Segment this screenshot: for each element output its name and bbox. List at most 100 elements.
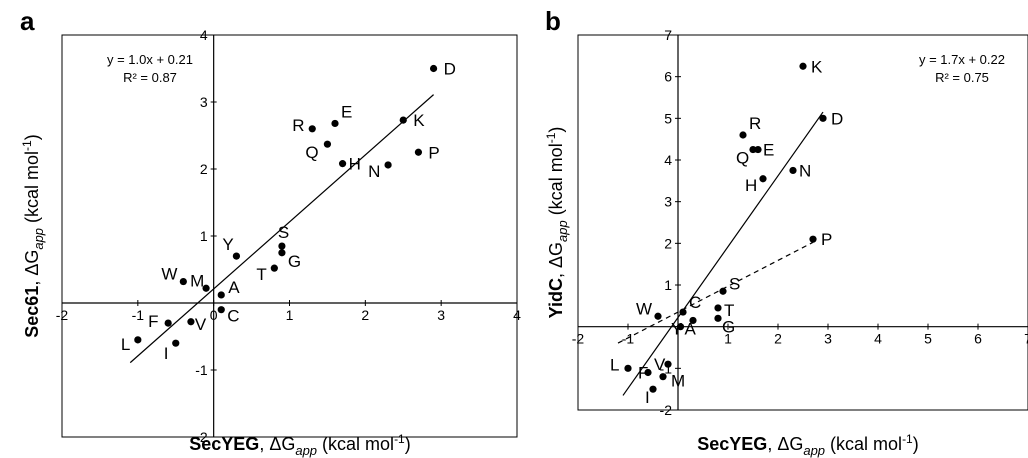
y-tick-label: -2 bbox=[195, 429, 208, 445]
data-point-K bbox=[399, 116, 407, 124]
fit-equation: y = 1.0x + 0.21 bbox=[107, 52, 193, 67]
data-point-A bbox=[676, 323, 685, 331]
data-point-L bbox=[624, 364, 632, 372]
point-label-E: E bbox=[763, 141, 774, 160]
point-label-G: G bbox=[288, 252, 301, 271]
data-point-V bbox=[187, 318, 195, 326]
point-label-W: W bbox=[636, 299, 652, 318]
y-tick-label: 4 bbox=[664, 152, 672, 168]
data-point-I bbox=[172, 339, 180, 347]
x-tick-label: 2 bbox=[774, 331, 782, 347]
x-tick-label: 4 bbox=[874, 331, 882, 347]
x-tick-label: -1 bbox=[132, 307, 145, 323]
x-tick-label: 7 bbox=[1024, 331, 1028, 347]
data-point-Q bbox=[323, 140, 332, 148]
point-label-T: T bbox=[256, 265, 266, 284]
point-label-S: S bbox=[278, 223, 289, 242]
point-label-Q: Q bbox=[736, 149, 749, 168]
point-label-L: L bbox=[610, 355, 619, 374]
point-label-V: V bbox=[195, 315, 207, 334]
data-point-R bbox=[308, 125, 316, 133]
panel-letter-a: a bbox=[20, 6, 35, 36]
point-label-C: C bbox=[227, 307, 239, 326]
x-tick-label: -2 bbox=[56, 307, 69, 323]
data-point-H bbox=[759, 175, 767, 183]
x-tick-label: 1 bbox=[286, 307, 294, 323]
x-tick-label: 5 bbox=[924, 331, 932, 347]
point-label-P: P bbox=[821, 230, 832, 249]
data-point-E bbox=[331, 119, 339, 128]
data-point-G bbox=[278, 249, 286, 257]
point-label-N: N bbox=[799, 161, 811, 180]
x-tick-label: 3 bbox=[437, 307, 445, 323]
point-label-E: E bbox=[341, 102, 352, 121]
point-label-D: D bbox=[831, 109, 843, 128]
fit-r-squared: R² = 0.87 bbox=[123, 70, 177, 85]
x-tick-label: -1 bbox=[622, 331, 635, 347]
x-tick-label: 3 bbox=[824, 331, 832, 347]
point-label-Y: Y bbox=[222, 235, 233, 254]
point-label-T: T bbox=[724, 301, 734, 320]
y-tick-label: 2 bbox=[200, 161, 208, 177]
data-point-K bbox=[799, 62, 807, 70]
data-point-W bbox=[179, 277, 187, 286]
data-point-Q bbox=[754, 145, 762, 154]
data-point-F bbox=[644, 368, 652, 377]
y-tick-label: 1 bbox=[200, 228, 208, 244]
point-label-D: D bbox=[444, 60, 456, 79]
data-point-D bbox=[429, 64, 438, 73]
point-label-K: K bbox=[811, 57, 823, 76]
x-tick-label: 4 bbox=[513, 307, 521, 323]
x-tick-label: 6 bbox=[974, 331, 982, 347]
x-axis-title: SecYEG, ΔGapp (kcal mol-1) bbox=[189, 432, 410, 458]
point-label-A: A bbox=[685, 320, 697, 339]
data-point-N bbox=[789, 166, 797, 175]
data-point-P bbox=[414, 148, 423, 156]
point-label-N: N bbox=[368, 162, 380, 181]
data-point-R bbox=[739, 131, 747, 139]
y-tick-label: 7 bbox=[664, 27, 672, 43]
data-point-S bbox=[278, 242, 286, 250]
point-label-I: I bbox=[645, 388, 650, 407]
data-point-S bbox=[719, 287, 727, 295]
point-label-P: P bbox=[428, 143, 439, 162]
y-tick-label: -1 bbox=[195, 362, 208, 378]
fit-r-squared: R² = 0.75 bbox=[935, 70, 989, 85]
point-label-L: L bbox=[121, 335, 130, 354]
point-label-S: S bbox=[729, 274, 740, 293]
point-label-F: F bbox=[148, 312, 158, 331]
point-label-W: W bbox=[161, 265, 177, 284]
x-tick-label: -2 bbox=[572, 331, 585, 347]
panel-a: a -2 -1 0 1 2 3 4 -2 -1 1 2 3 4 y = 1.0x + 0.21 R² = 0.… bbox=[20, 6, 521, 458]
data-point-T bbox=[714, 304, 722, 312]
y-tick-label: 3 bbox=[664, 194, 672, 210]
y-tick-label: 6 bbox=[664, 69, 672, 85]
point-label-V: V bbox=[654, 355, 666, 374]
point-label-C: C bbox=[689, 293, 701, 312]
data-point-M bbox=[202, 284, 210, 292]
data-point-Y bbox=[689, 316, 697, 325]
y-tick-label: 1 bbox=[664, 277, 672, 293]
data-point-T bbox=[270, 264, 278, 272]
data-point-I bbox=[649, 385, 657, 393]
regression-line-1 bbox=[129, 94, 434, 364]
point-label-I: I bbox=[164, 344, 169, 363]
x-axis-title: SecYEG, ΔGapp (kcal mol-1) bbox=[697, 432, 918, 458]
data-point-M bbox=[659, 373, 667, 381]
point-label-R: R bbox=[292, 116, 304, 135]
data-point-W bbox=[654, 312, 662, 320]
y-tick-label: -2 bbox=[660, 402, 673, 418]
point-label-Y: Y bbox=[671, 319, 682, 338]
y-tick-label: 4 bbox=[200, 27, 208, 43]
x-tick-label: 0 bbox=[210, 307, 218, 323]
x-tick-label: 2 bbox=[361, 307, 369, 323]
data-point-Y bbox=[232, 252, 241, 260]
y-tick-label: 5 bbox=[664, 110, 672, 126]
data-point-A bbox=[217, 291, 225, 299]
panel-letter-b: b bbox=[545, 6, 561, 36]
y-tick-label: 3 bbox=[200, 94, 208, 110]
data-point-V bbox=[664, 360, 672, 368]
fit-equation: y = 1.7x + 0.22 bbox=[919, 52, 1005, 67]
